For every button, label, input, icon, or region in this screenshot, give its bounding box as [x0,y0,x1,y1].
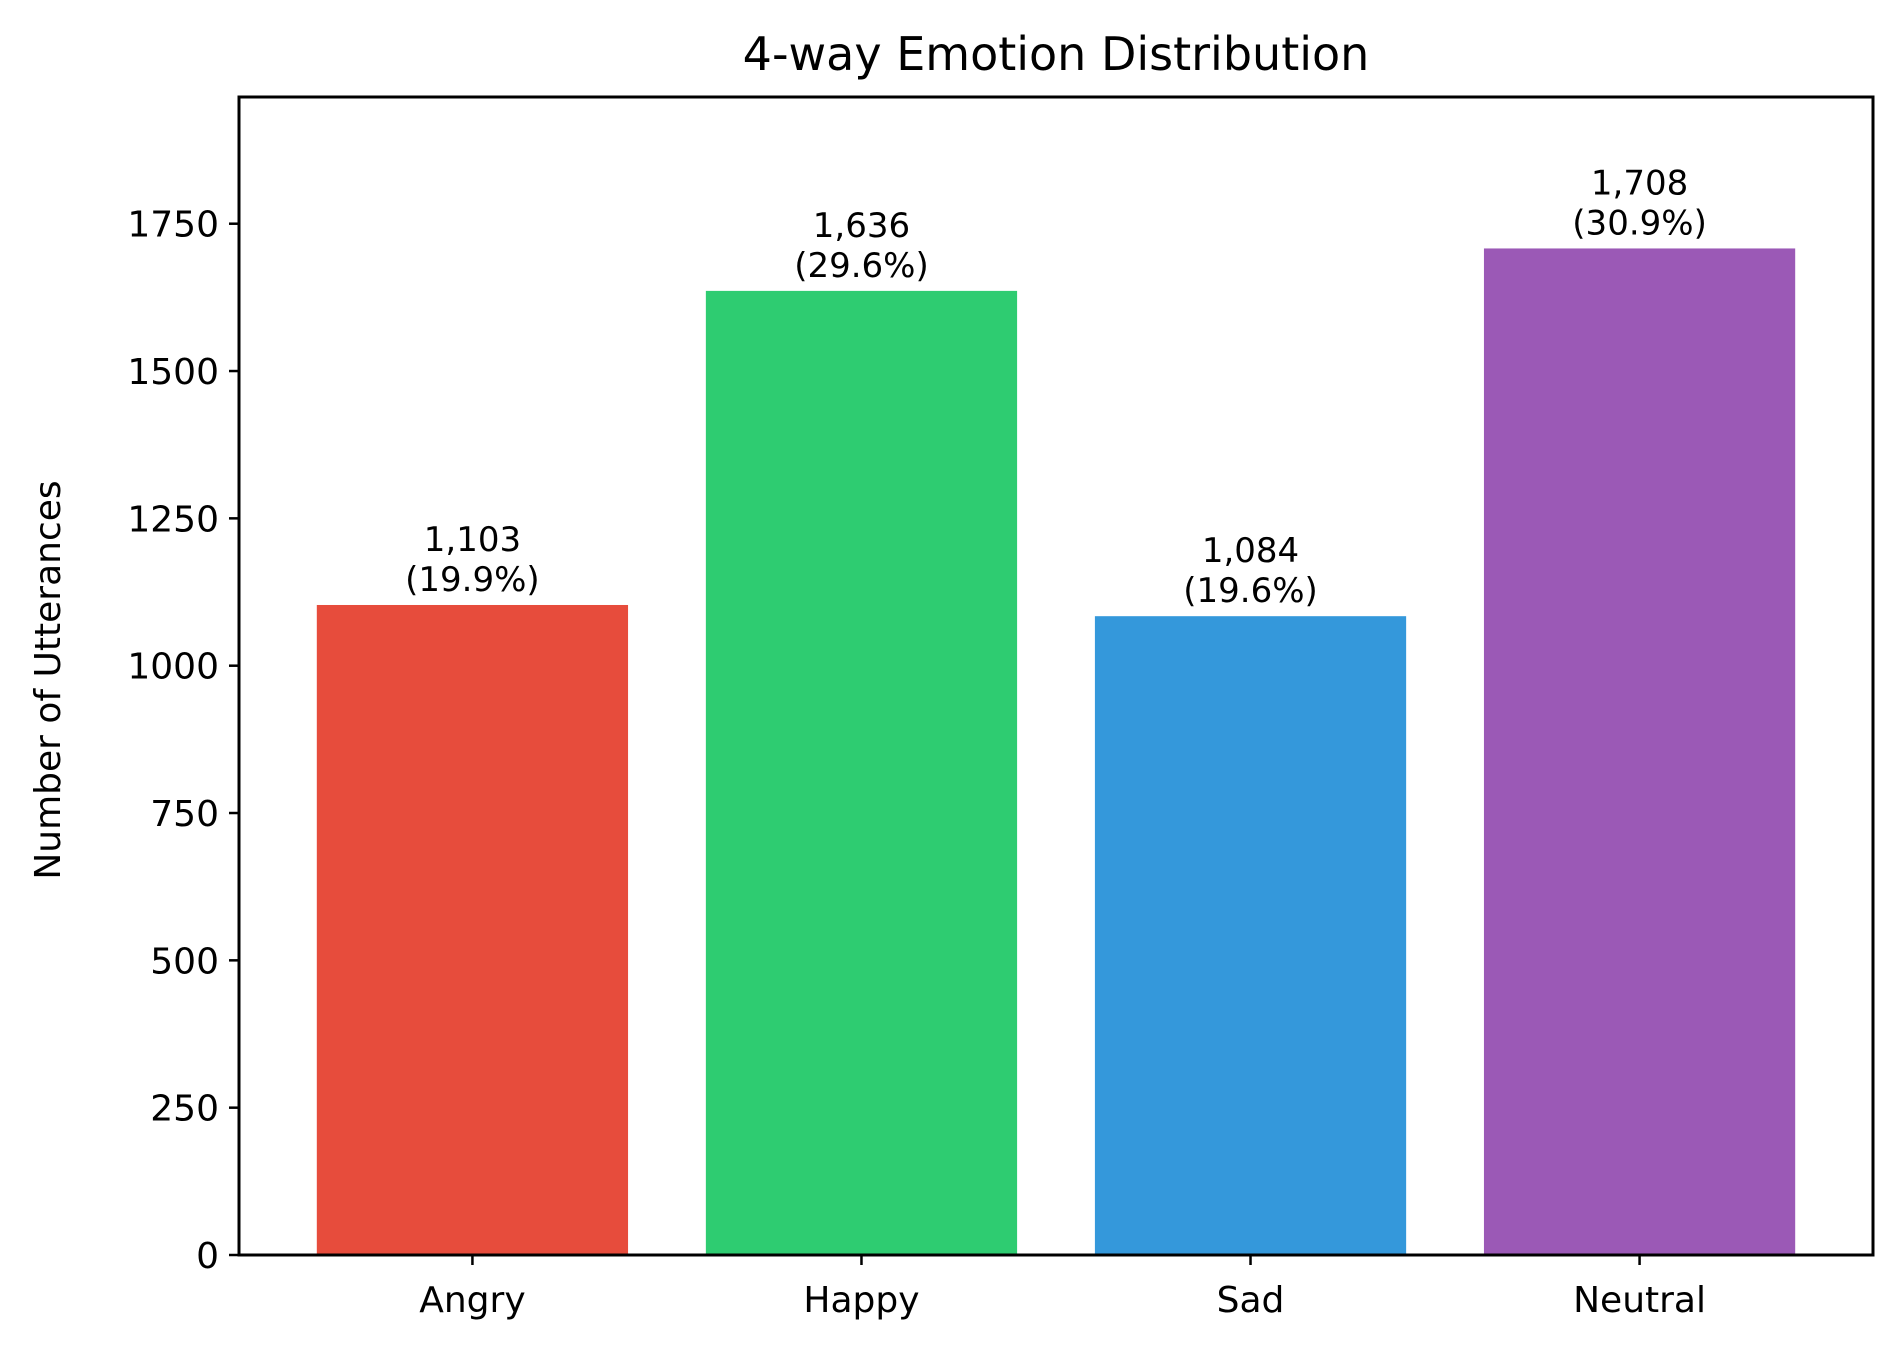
percent-label-angry: (19.9%) [405,560,540,600]
x-tick-label-angry: Angry [419,1280,525,1321]
x-tick-label-neutral: Neutral [1573,1280,1706,1321]
bar-neutral [1483,248,1796,1255]
bar-happy [705,290,1018,1255]
y-tick-label-1750: 1750 [127,205,219,246]
value-label-angry: 1,103 [424,520,521,560]
y-ticks-group: 0 250 500 750 1000 1250 1500 1750 [127,205,239,1277]
value-label-sad: 1,084 [1202,531,1299,571]
percent-label-sad: (19.6%) [1183,571,1318,611]
x-tick-label-sad: Sad [1217,1280,1285,1321]
y-tick-label-250: 250 [150,1089,219,1130]
x-ticks-group: Angry Happy Sad Neutral [419,1255,1706,1321]
data-labels-group: 1,103(19.9%) 1,636(29.6%) 1,084(19.6%) 1,70… [405,163,1707,611]
y-tick-label-1000: 1000 [127,647,219,688]
bar-angry [316,604,629,1255]
y-tick-label-500: 500 [150,941,219,982]
y-tick-label-1500: 1500 [127,352,219,393]
x-tick-label-happy: Happy [803,1280,919,1321]
value-label-happy: 1,636 [813,206,910,246]
percent-label-happy: (29.6%) [794,246,929,286]
value-label-neutral: 1,708 [1591,163,1688,203]
bar-sad [1094,616,1407,1255]
bars-group [316,248,1796,1255]
y-tick-label-0: 0 [196,1236,219,1277]
y-axis-title: Number of Utterances [28,480,69,879]
percent-label-neutral: (30.9%) [1572,203,1707,243]
chart-title: 4-way Emotion Distribution [743,27,1370,81]
y-tick-label-750: 750 [150,794,219,835]
plot-frame [237,95,1875,1257]
y-tick-label-1250: 1250 [127,499,219,540]
